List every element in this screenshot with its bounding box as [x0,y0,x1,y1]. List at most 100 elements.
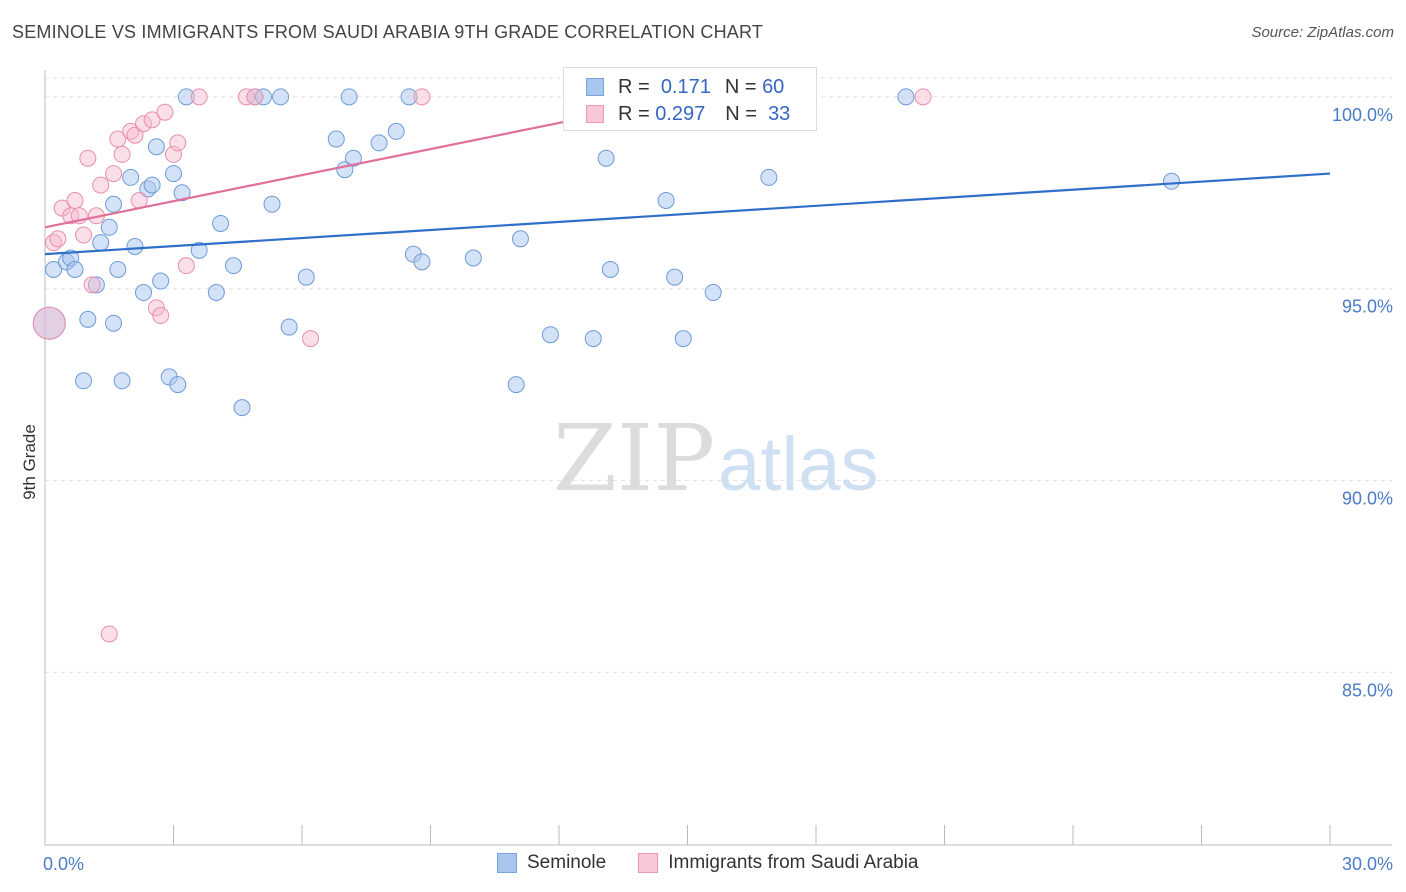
saudi-point-29 [246,88,264,106]
seminole-point-39 [344,149,362,167]
y-tick-label-3: 85.0% [1342,680,1393,700]
saudi-point-21 [147,299,165,317]
saudi-point-20 [143,111,161,129]
saudi-point-8 [79,149,97,167]
seminole-point-35 [297,268,315,286]
seminole-swatch [586,78,604,96]
saudi-point-0 [32,306,66,340]
x-tick-label-1: 30.0% [1342,854,1393,874]
seminole-point-27 [212,214,230,232]
seminole-point-42 [400,88,418,106]
stats-legend: R = 0.171 N = 60 R = 0.297 N = 33 [563,67,817,131]
watermark-atlas: atlas [718,422,879,507]
saudi-point-14 [109,130,127,148]
seminole-point-31 [254,88,272,106]
watermark-zip: ZIP [553,405,715,512]
seminole-point-6 [79,310,97,328]
saudi-points [32,88,932,643]
r-label: R = [618,75,650,98]
seminole-r-value: 0.171 [660,75,711,98]
seminole-point-12 [113,372,131,390]
legend-label-seminole: Seminole [527,852,607,873]
saudi-point-11 [92,176,110,194]
seminole-point-32 [263,195,281,213]
saudi-point-12 [100,625,118,643]
saudi-n-value: 33 [768,102,791,125]
legend-swatch-saudi [638,853,659,873]
seminole-point-55 [704,284,722,302]
seminole-point-50 [597,149,615,167]
seminole-point-14 [126,237,144,255]
seminole-point-15 [135,284,153,302]
y-tick-label-2: 90.0% [1342,489,1393,509]
seminole-point-52 [657,191,675,209]
saudi-point-13 [105,165,123,183]
y-tick-label-1: 95.0% [1342,297,1393,317]
grid-lines [45,77,1392,673]
saudi-point-22 [152,307,170,325]
seminole-point-10 [105,195,123,213]
y-tick-label-0: 100.0% [1332,105,1393,125]
seminole-point-59 [105,314,123,332]
seminole-point-34 [280,318,298,336]
stats-legend-row-seminole: R = 0.171 N = 60 [586,74,784,100]
seminole-point-5 [75,372,93,390]
seminole-point-51 [601,261,619,279]
seminole-point-54 [674,330,692,348]
seminole-point-47 [511,230,529,248]
saudi-point-25 [169,134,187,152]
seminole-point-41 [387,122,405,140]
saudi-point-9 [83,276,101,294]
seminole-point-56 [760,168,778,186]
saudi-point-7 [75,226,93,244]
source-label: Source: ZipAtlas.com [1251,24,1394,41]
seminole-point-7 [87,276,105,294]
y-axis-label: 9th Grade [20,424,39,500]
seminole-point-17 [143,176,161,194]
legend-swatch-seminole [497,853,517,873]
seminole-point-21 [165,165,182,183]
seminole-point-40 [370,134,388,152]
n-label: N = [724,75,757,98]
seminole-points [32,88,1181,417]
series-legend: Seminole Immigrants from Saudi Arabia [497,852,950,874]
seminole-point-49 [584,330,602,348]
tick-labels: 100.0% 95.0% 90.0% 85.0% 0.0% 30.0% [43,105,1393,874]
saudi-point-30 [302,330,320,348]
seminole-point-37 [340,88,358,106]
saudi-point-31 [413,88,431,106]
saudi-point-15 [113,145,131,163]
seminole-point-36 [327,130,345,148]
r-label: R = [618,102,650,125]
saudi-point-26 [177,257,195,275]
seminole-n-value: 60 [762,75,785,98]
seminole-point-57 [897,88,915,106]
saudi-point-17 [126,126,144,144]
seminole-point-28 [224,257,242,275]
stats-legend-row-saudi: R = 0.297 N = 33 [586,101,790,127]
seminole-point-4 [66,261,84,279]
watermark: ZIP atlas [553,405,879,512]
legend-item-saudi[interactable]: Immigrants from Saudi Arabia [638,852,918,874]
seminole-point-18 [147,138,165,156]
seminole-point-45 [464,249,482,267]
seminole-point-33 [272,88,290,106]
seminole-point-8 [92,234,110,252]
saudi-point-2 [49,230,67,248]
saudi-swatch [586,105,604,123]
legend-item-seminole[interactable]: Seminole [497,852,606,874]
saudi-point-19 [135,115,153,133]
legend-label-saudi: Immigrants from Saudi Arabia [668,852,919,873]
seminole-point-1 [45,261,63,279]
saudi-point-4 [62,207,80,225]
seminole-point-13 [122,168,140,186]
seminole-point-29 [233,399,251,417]
saudi-point-5 [66,191,84,209]
chart-title: SEMINOLE VS IMMIGRANTS FROM SAUDI ARABIA… [12,22,764,42]
seminole-point-46 [507,376,525,394]
saudi-point-27 [190,88,208,106]
x-tick-label-0: 0.0% [43,854,84,874]
seminole-point-44 [413,253,431,271]
seminole-point-24 [177,88,195,106]
